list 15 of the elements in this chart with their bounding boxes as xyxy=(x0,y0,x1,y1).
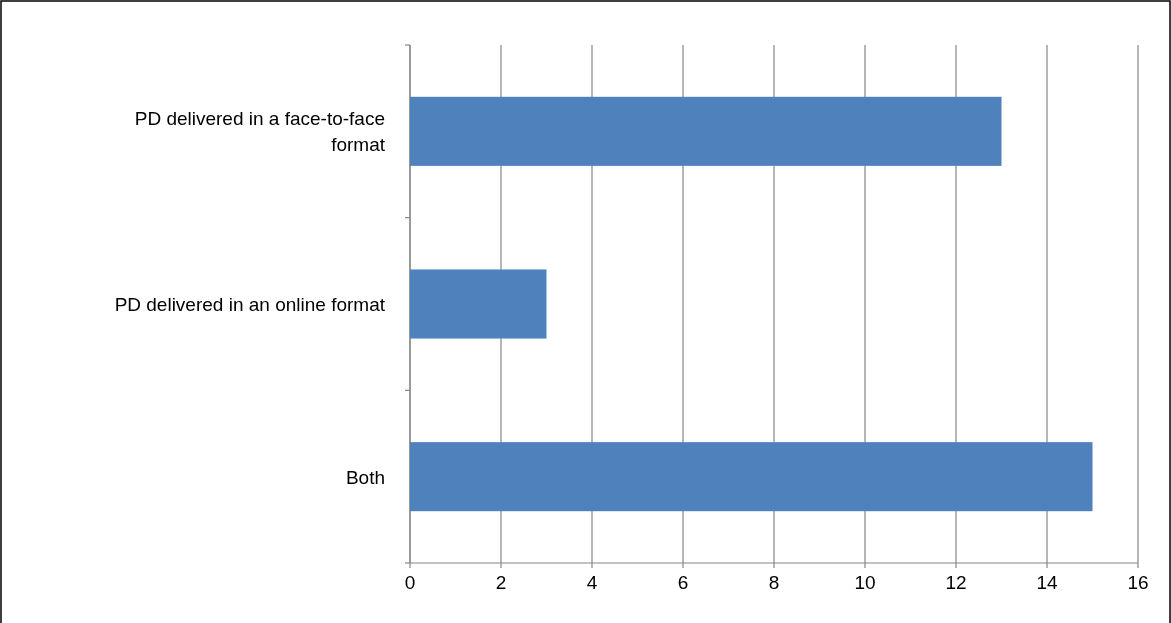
x-tick-label: 14 xyxy=(1036,572,1058,593)
y-tick-label: Both xyxy=(345,466,385,488)
y-tick-label: PD delivered in a face-to-face format xyxy=(134,108,386,156)
x-tick-label: 8 xyxy=(768,572,780,593)
bar xyxy=(410,442,1093,512)
x-tick-label: 6 xyxy=(677,572,689,593)
bar xyxy=(410,96,1002,166)
x-tick-label: 4 xyxy=(586,572,598,593)
y-tick-label: PD delivered in an online format xyxy=(114,294,386,315)
x-tick-label: 2 xyxy=(495,572,507,593)
x-tick-label: 10 xyxy=(854,572,876,593)
bar xyxy=(410,269,547,339)
x-tick-label: 16 xyxy=(1127,572,1149,593)
x-tick-label: 12 xyxy=(945,572,967,593)
x-tick-label: 0 xyxy=(404,572,416,593)
